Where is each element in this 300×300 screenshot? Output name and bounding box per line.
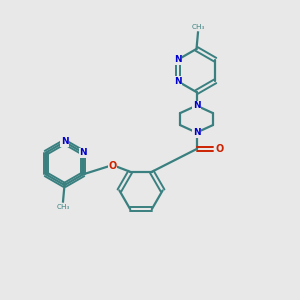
- Text: O: O: [108, 161, 116, 171]
- Text: N: N: [193, 101, 200, 110]
- Text: O: O: [215, 144, 224, 154]
- Text: N: N: [174, 55, 182, 64]
- Text: CH₃: CH₃: [191, 24, 205, 30]
- Text: N: N: [193, 128, 200, 137]
- Text: N: N: [174, 77, 182, 86]
- Text: N: N: [61, 137, 68, 146]
- Text: CH₃: CH₃: [56, 204, 70, 210]
- Text: N: N: [80, 148, 87, 157]
